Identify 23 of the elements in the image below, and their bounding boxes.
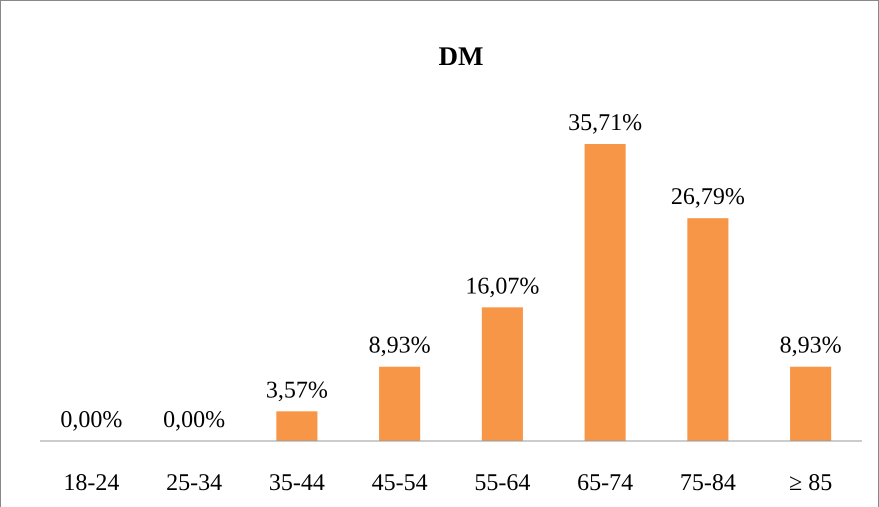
bar — [687, 218, 728, 441]
x-tick-label: 75-84 — [680, 470, 736, 496]
data-label: 0,00% — [163, 407, 226, 433]
x-tick-label: 25-34 — [166, 470, 222, 496]
x-tick-label: 55-64 — [474, 470, 530, 496]
data-label: 8,93% — [780, 332, 842, 359]
bar — [379, 366, 420, 441]
bar — [482, 307, 523, 441]
bar — [276, 411, 318, 441]
data-label: 26,79% — [670, 184, 745, 210]
data-label: 0,00% — [60, 407, 122, 433]
x-tick-label: ≥ 85 — [789, 470, 832, 496]
bar — [790, 366, 832, 441]
x-tick-label: 45-54 — [372, 470, 428, 496]
x-tick-label: 35-44 — [268, 470, 325, 496]
x-tick-label: 65-74 — [577, 470, 634, 496]
chart-title: DM — [438, 41, 484, 71]
data-label: 35,71% — [568, 110, 642, 136]
data-label: 3,57% — [266, 377, 328, 404]
data-label: 8,93% — [368, 332, 431, 359]
data-label: 16,07% — [465, 273, 540, 300]
bar — [584, 144, 626, 441]
x-tick-label: 18-24 — [63, 470, 120, 496]
